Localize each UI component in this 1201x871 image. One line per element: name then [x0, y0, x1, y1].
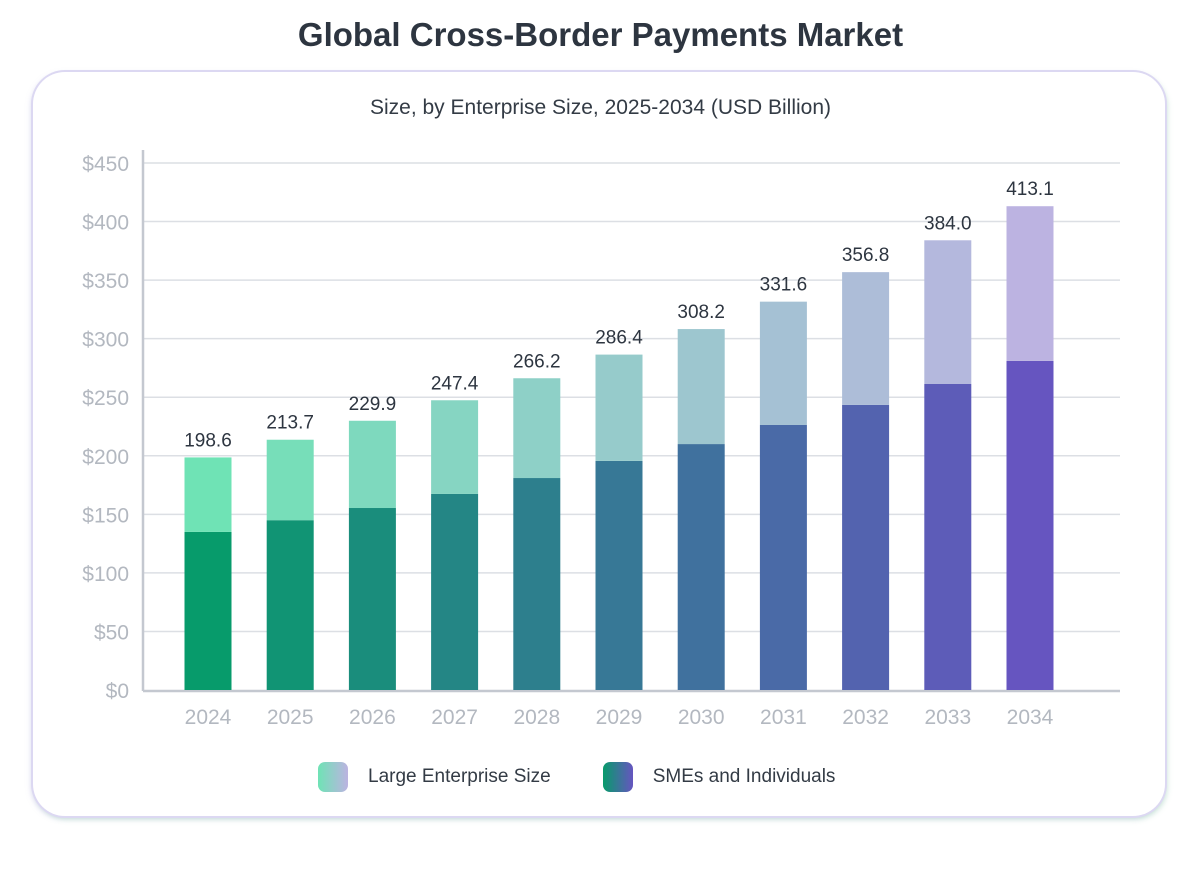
legend-label: Large Enterprise Size: [368, 766, 551, 787]
bar-large-enterprise: [513, 378, 561, 479]
x-tick-label: 2025: [267, 706, 314, 729]
y-tick-label: $250: [82, 387, 129, 410]
legend-item-large-enterprise[interactable]: Large Enterprise Size: [318, 762, 551, 792]
legend-swatch-large-enterprise: [318, 762, 348, 792]
legend-item-smes[interactable]: SMEs and Individuals: [602, 762, 836, 792]
bar-large-enterprise: [431, 400, 479, 494]
y-tick-label: $150: [82, 504, 129, 527]
y-tick-label: $450: [82, 153, 129, 176]
legend-swatch-smes: [602, 762, 633, 792]
data-label: 286.4: [595, 328, 643, 349]
bar-smes: [1006, 360, 1054, 690]
chart-subtitle: Size, by Enterprise Size, 2025-2034 (USD…: [369, 96, 832, 119]
x-tick-label: 2032: [842, 706, 889, 729]
bar-smes: [595, 460, 643, 690]
data-label: 229.9: [349, 394, 397, 415]
y-tick-label: $350: [82, 270, 129, 293]
x-tick-label: 2028: [513, 706, 560, 729]
bar-large-enterprise: [677, 329, 725, 445]
data-label: 384.0: [924, 213, 972, 234]
bar-smes: [924, 383, 972, 690]
legend: Large Enterprise Size SMEs and Individua…: [318, 762, 887, 792]
data-label: 198.6: [184, 430, 232, 451]
bar-large-enterprise: [184, 457, 232, 532]
data-label: 266.2: [513, 351, 561, 372]
data-label: 247.4: [431, 373, 479, 394]
chart-title: Global Cross-Border Payments Market: [297, 16, 904, 53]
x-tick-label: 2027: [431, 706, 478, 729]
y-tick-label: $50: [94, 621, 129, 644]
data-label: 413.1: [1006, 179, 1054, 200]
bar-large-enterprise: [266, 439, 314, 521]
bar-large-enterprise: [595, 354, 643, 461]
data-label: 213.7: [266, 413, 314, 434]
y-tick-label: $0: [106, 680, 129, 703]
bar-smes: [348, 508, 396, 690]
bar-large-enterprise: [1006, 206, 1054, 361]
bar-smes: [431, 493, 479, 690]
bar-smes: [266, 520, 314, 690]
x-tick-label: 2031: [760, 706, 807, 729]
y-tick-label: $400: [82, 212, 129, 235]
bar-smes: [759, 424, 807, 690]
x-tick-label: 2034: [1007, 706, 1054, 729]
data-label: 331.6: [760, 275, 808, 296]
bar-large-enterprise: [348, 420, 396, 509]
legend-label: SMEs and Individuals: [652, 766, 836, 787]
y-tick-label: $100: [82, 563, 129, 586]
bar-large-enterprise: [759, 301, 807, 425]
x-tick-label: 2033: [924, 706, 971, 729]
bar-smes: [184, 531, 232, 690]
x-tick-label: 2030: [678, 706, 725, 729]
bar-large-enterprise: [924, 240, 972, 384]
bar-smes: [513, 478, 561, 690]
bar-smes: [677, 444, 725, 690]
x-tick-label: 2024: [185, 706, 232, 729]
y-tick-label: $300: [82, 329, 129, 352]
bar-smes: [842, 404, 890, 690]
y-tick-label: $200: [82, 446, 129, 469]
bar-large-enterprise: [842, 272, 890, 405]
x-tick-label: 2029: [596, 706, 643, 729]
data-label: 356.8: [842, 245, 890, 266]
x-tick-label: 2026: [349, 706, 396, 729]
data-label: 308.2: [677, 302, 725, 323]
